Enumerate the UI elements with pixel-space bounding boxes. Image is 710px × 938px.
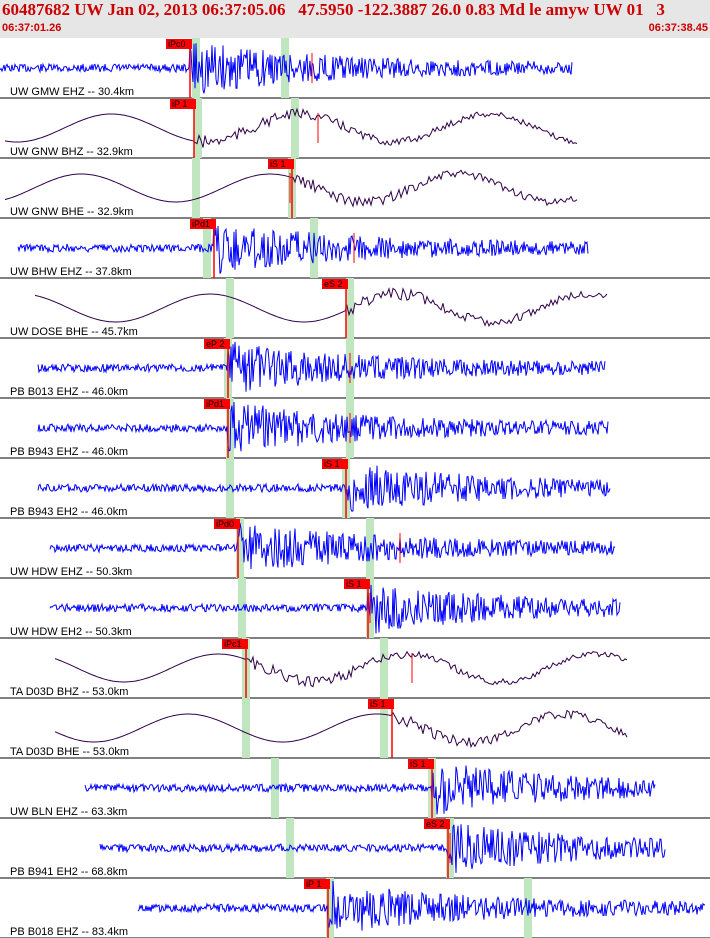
pick-label-box	[424, 819, 450, 829]
end-time: 06:37:38.45	[648, 22, 708, 34]
event-header: 60487682 UW Jan 02, 2013 06:37:05.06 47.…	[0, 0, 710, 38]
predicted-arrival-band	[380, 698, 388, 758]
pick-label: iS 1	[346, 579, 362, 589]
start-time: 06:37:01.26	[2, 22, 62, 34]
waveform-trace	[49, 523, 616, 570]
predicted-arrival-band	[226, 278, 234, 338]
station-label: UW GNW BHE -- 32.9km	[10, 206, 133, 218]
trace-panel: iS 1 UW BLN EHZ -- 63.3km	[0, 758, 710, 819]
trace-panel: iPd1 PB B943 EHZ -- 46.0km	[0, 398, 710, 459]
trace-panel: iS 1 UW HDW EH2 -- 50.3km	[0, 578, 710, 639]
station-label: TA D03D BHE -- 53.0km	[10, 746, 129, 758]
trace-panel: eP 2 PB B013 EHZ -- 46.0km	[0, 338, 710, 399]
station-label: UW HDW EHZ -- 50.3km	[10, 566, 132, 578]
waveform-trace	[37, 465, 611, 512]
pick-label: iS 1	[270, 159, 286, 169]
pick-label-box	[322, 459, 348, 469]
pick-label-box	[322, 279, 348, 289]
station-label: PB B013 EHZ -- 46.0km	[10, 386, 128, 398]
pick-label: iPc1	[224, 639, 242, 649]
trace-panel: iPd1 UW BHW EHZ -- 37.8km	[0, 218, 710, 279]
waveform-trace	[0, 43, 573, 94]
station-label: UW BLN EHZ -- 63.3km	[10, 806, 127, 818]
pick-label: iPd1	[192, 219, 210, 229]
predicted-arrival-band	[326, 878, 334, 938]
pick-label: iS 1	[324, 459, 340, 469]
waveform-trace	[37, 341, 606, 392]
event-title: 60487682 UW Jan 02, 2013 06:37:05.06 47.…	[2, 0, 665, 19]
waveform-trace	[17, 221, 589, 274]
pick-label-box	[344, 579, 370, 589]
predicted-arrival-band	[291, 98, 299, 158]
pick-label-box	[408, 759, 434, 769]
trace-panel: iPc1 TA D03D BHZ -- 53.0km	[0, 638, 710, 699]
pick-label: iP 1	[172, 99, 187, 109]
trace-panel: eS 2 UW DOSE BHE -- 45.7km	[0, 278, 710, 339]
pick-label: iPd1	[206, 399, 224, 409]
predicted-arrival-band	[236, 518, 244, 578]
waveform-trace	[49, 584, 621, 634]
pick-label: iS 1	[410, 759, 426, 769]
predicted-arrival-band	[286, 818, 294, 878]
waveform-trace	[54, 650, 628, 688]
pick-label-box	[204, 399, 230, 409]
pick-label-box	[268, 159, 294, 169]
station-label: UW BHW EHZ -- 37.8km	[10, 266, 132, 278]
predicted-arrival-band	[242, 698, 250, 758]
waveform-trace	[4, 169, 578, 208]
pick-label: eS 2	[324, 279, 343, 289]
trace-panel: iPc0 UW GMW EHZ -- 30.4km	[0, 38, 710, 99]
pick-label-box	[222, 639, 248, 649]
station-label: PB B943 EHZ -- 46.0km	[10, 446, 128, 458]
waveform-trace	[137, 880, 706, 931]
pick-label: eP 2	[206, 339, 224, 349]
waveform-trace	[37, 401, 609, 452]
trace-panel: iS 1 UW GNW BHE -- 32.9km	[0, 158, 710, 219]
station-label: PB B943 EH2 -- 46.0km	[10, 506, 127, 518]
trace-panel: iS 1 PB B943 EH2 -- 46.0km	[0, 458, 710, 519]
waveform-trace	[4, 107, 578, 148]
station-label: UW GNW BHZ -- 32.9km	[10, 146, 133, 158]
pick-label-box	[170, 99, 196, 109]
predicted-arrival-band	[346, 278, 354, 338]
pick-label: eS 2	[426, 819, 445, 829]
pick-label: iPc0	[168, 39, 186, 49]
waveform-trace	[54, 709, 628, 749]
predicted-arrival-band	[192, 158, 200, 218]
trace-panel: iP 1 PB B018 EHZ -- 83.4km	[0, 878, 710, 938]
pick-label-box	[166, 39, 192, 49]
pick-label-box	[214, 519, 240, 529]
predicted-arrival-band	[226, 398, 234, 458]
pick-label: iS 1	[370, 699, 386, 709]
trace-panel: iS 1 TA D03D BHE -- 53.0km	[0, 698, 710, 759]
waveform-trace	[99, 824, 666, 873]
pick-label-box	[190, 219, 216, 229]
seismogram-plot: iPc0 UW GMW EHZ -- 30.4km iP 1 UW GNW BHZ -…	[0, 38, 710, 938]
predicted-arrival-band	[203, 218, 211, 278]
station-label: UW HDW EH2 -- 50.3km	[10, 626, 132, 638]
pick-label-box	[204, 339, 230, 349]
station-label: UW GMW EHZ -- 30.4km	[10, 86, 134, 98]
station-label: UW DOSE BHE -- 45.7km	[10, 326, 138, 338]
trace-panel: iPd0 UW HDW EHZ -- 50.3km	[0, 518, 710, 579]
predicted-arrival-band	[192, 38, 200, 98]
predicted-arrival-band	[380, 638, 388, 698]
predicted-arrival-band	[194, 98, 202, 158]
trace-panel: iP 1 UW GNW BHZ -- 32.9km	[0, 98, 710, 159]
pick-label-box	[368, 699, 394, 709]
predicted-arrival-band	[226, 458, 234, 518]
pick-label-box	[304, 879, 330, 889]
station-label: PB B941 EH2 -- 68.8km	[10, 866, 127, 878]
station-label: TA D03D BHZ -- 53.0km	[10, 686, 128, 698]
waveform-trace	[34, 286, 608, 328]
trace-panel: eS 2 PB B941 EH2 -- 68.8km	[0, 818, 710, 879]
pick-label: iPd0	[216, 519, 234, 529]
pick-label: iP 1	[306, 879, 321, 889]
waveform-trace	[84, 765, 656, 815]
station-label: PB B018 EHZ -- 83.4km	[10, 926, 128, 938]
